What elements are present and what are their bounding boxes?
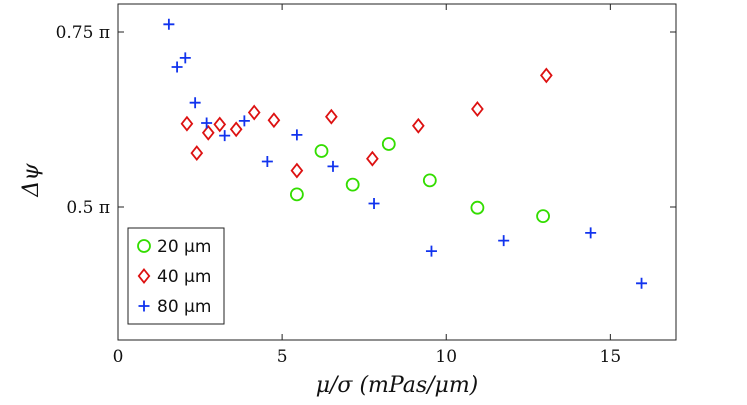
data-point-diamond <box>201 124 215 141</box>
x-axis-title: μ/σ (mPas/μm) <box>316 373 479 398</box>
data-point-diamond <box>229 121 243 138</box>
x-tick-label: 10 <box>435 347 457 367</box>
series-plus <box>163 18 648 289</box>
data-point-plus <box>171 61 183 73</box>
data-point-diamond <box>366 150 379 167</box>
data-point-diamond <box>213 116 227 133</box>
data-point-diamond <box>190 145 204 162</box>
data-point-plus <box>189 97 201 109</box>
data-point-plus <box>498 235 510 247</box>
data-point-plus <box>261 156 273 167</box>
data-marks <box>163 18 648 289</box>
data-point-plus <box>179 52 191 64</box>
series-circle <box>289 137 550 224</box>
legend: 20 μm 40 μm 80 μm <box>127 227 225 325</box>
data-point-circle <box>536 209 550 224</box>
data-point-diamond <box>267 112 281 129</box>
data-point-plus <box>368 198 380 209</box>
data-point-diamond <box>539 67 553 84</box>
legend-marker-diamond <box>137 268 151 284</box>
data-point-diamond <box>247 104 261 121</box>
data-point-plus <box>238 115 250 127</box>
y-tick-label: 0.5 π <box>66 198 110 218</box>
data-point-circle <box>470 200 485 215</box>
data-point-diamond <box>471 101 484 117</box>
data-point-circle <box>314 144 329 158</box>
y-axis-title: Δψ <box>19 163 44 198</box>
legend-marker-circle <box>137 239 151 253</box>
data-point-plus <box>291 129 303 141</box>
data-point-diamond <box>290 162 304 179</box>
x-tick-label: 5 <box>277 347 288 367</box>
legend-label: 40 μm <box>157 267 211 287</box>
data-point-plus <box>327 160 339 172</box>
data-point-diamond <box>411 117 425 134</box>
data-point-plus <box>585 227 597 239</box>
data-point-circle <box>345 177 360 192</box>
data-point-circle <box>422 173 437 188</box>
x-tick-label: 15 <box>600 347 622 367</box>
data-point-plus <box>163 18 175 30</box>
legend-label: 20 μm <box>157 237 211 257</box>
data-point-diamond <box>180 115 194 132</box>
y-tick-label: 0.75 π <box>56 23 110 43</box>
data-point-plus <box>636 277 648 289</box>
legend-marker-plus <box>138 300 150 312</box>
data-point-plus <box>219 130 231 142</box>
data-point-plus <box>201 117 213 129</box>
data-point-circle <box>381 137 396 151</box>
axes: 0 5 10 15 0.5 π 0.75 π <box>56 4 676 367</box>
data-point-plus <box>425 245 437 257</box>
legend-label: 80 μm <box>157 297 211 317</box>
data-point-diamond <box>325 108 338 125</box>
series-diamond <box>180 67 553 179</box>
data-point-circle <box>289 187 304 202</box>
x-tick-label: 0 <box>113 347 124 367</box>
